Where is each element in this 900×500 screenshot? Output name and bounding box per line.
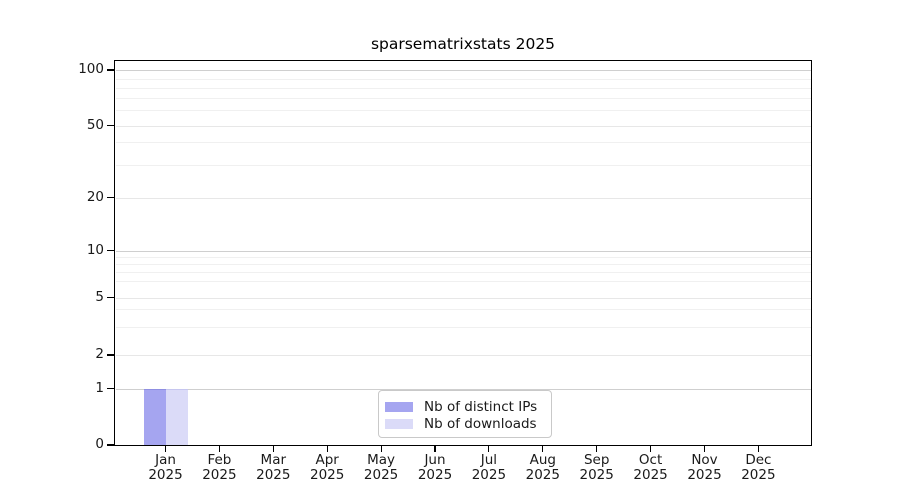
x-tick-oct — [650, 446, 652, 452]
x-tick-aug — [542, 446, 544, 452]
minor-gridline-80 — [115, 87, 811, 89]
gridline-10 — [115, 250, 811, 252]
gridline-20 — [115, 197, 811, 199]
y-tick-20 — [107, 196, 114, 199]
gridline-100 — [115, 70, 811, 71]
y-tick-label-20: 20 — [86, 188, 104, 205]
x-tick-label-dec: Dec 2025 — [741, 452, 776, 483]
x-tick-apr — [326, 446, 328, 452]
y-tick-2 — [107, 354, 114, 356]
minor-gridline-40 — [115, 142, 811, 143]
x-tick-mar — [272, 446, 274, 452]
x-tick-label-jun: Jun 2025 — [417, 452, 453, 483]
minor-gridline-8 — [115, 264, 811, 265]
y-tick-label-50: 50 — [86, 116, 104, 133]
x-tick-feb — [218, 446, 220, 452]
y-tick-label-10: 10 — [86, 241, 104, 258]
x-tick-label-jul: Jul 2025 — [471, 452, 507, 483]
minor-gridline-4 — [115, 309, 811, 310]
x-tick-nov — [703, 446, 706, 452]
x-tick-label-jan: Jan 2025 — [148, 452, 183, 483]
gridline-2 — [115, 355, 811, 356]
x-tick-label-may: May 2025 — [363, 452, 399, 483]
y-tick-label-5: 5 — [95, 288, 104, 305]
y-tick-50 — [107, 124, 114, 127]
legend-row-nb-of-distinct-ips: Nb of distinct IPs — [385, 398, 551, 415]
legend-swatch-nb-of-downloads — [385, 418, 413, 429]
legend-swatch-nb-of-distinct-ips — [385, 401, 413, 412]
y-tick-label-2: 2 — [95, 346, 104, 362]
x-tick-label-sep: Sep 2025 — [579, 452, 614, 483]
x-tick-sep — [596, 446, 598, 452]
legend-label-nb-of-downloads: Nb of downloads — [424, 415, 537, 432]
x-tick-jun — [434, 446, 436, 452]
x-tick-label-aug: Aug 2025 — [525, 452, 560, 483]
legend-row-nb-of-downloads: Nb of downloads — [385, 415, 551, 432]
minor-gridline-6 — [115, 281, 811, 282]
minor-gridline-70 — [115, 98, 811, 99]
x-tick-jan — [164, 446, 167, 452]
minor-gridline-30 — [115, 164, 811, 166]
y-tick-5 — [107, 296, 114, 299]
y-tick-10 — [107, 249, 114, 252]
minor-gridline-3 — [115, 327, 811, 328]
minor-gridline-7 — [115, 272, 811, 273]
y-tick-0 — [107, 444, 114, 446]
y-tick-1 — [107, 387, 114, 390]
x-tick-may — [380, 446, 382, 452]
x-tick-label-nov: Nov 2025 — [687, 452, 722, 483]
x-tick-label-oct: Oct 2025 — [633, 452, 668, 483]
minor-gridline-90 — [115, 78, 811, 80]
gridline-1 — [115, 388, 811, 390]
legend: Nb of distinct IPs Nb of downloads — [378, 390, 552, 438]
minor-gridline-60 — [115, 110, 811, 111]
y-tick-100 — [107, 69, 114, 71]
legend-label-nb-of-distinct-ips: Nb of distinct IPs — [424, 398, 538, 415]
x-tick-jul — [488, 446, 490, 452]
y-tick-label-1: 1 — [95, 379, 104, 396]
y-tick-label-100: 100 — [78, 61, 104, 77]
x-tick-label-apr: Apr 2025 — [310, 452, 345, 483]
y-tick-label-0: 0 — [95, 436, 104, 452]
gridline-50 — [115, 125, 811, 127]
bar-nb-of-downloads-jan — [165, 388, 188, 446]
x-tick-label-feb: Feb 2025 — [202, 452, 237, 483]
x-tick-dec — [757, 446, 759, 452]
bar-nb-of-distinct-ips-jan — [143, 388, 166, 446]
x-tick-label-mar: Mar 2025 — [256, 452, 291, 483]
chart-title: sparsematrixstats 2025 — [370, 35, 556, 53]
gridline-5 — [115, 297, 811, 299]
minor-gridline-9 — [115, 257, 811, 258]
